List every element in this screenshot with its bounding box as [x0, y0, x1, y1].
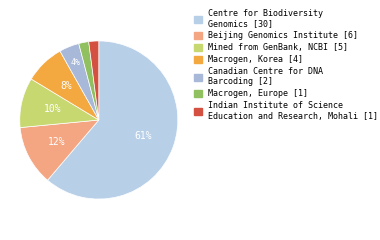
Text: 4%: 4% [71, 58, 81, 67]
Text: 12%: 12% [48, 137, 66, 147]
Wedge shape [89, 41, 99, 120]
Text: 10%: 10% [44, 104, 62, 114]
Wedge shape [48, 41, 178, 199]
Legend: Centre for Biodiversity
Genomics [30], Beijing Genomics Institute [6], Mined fro: Centre for Biodiversity Genomics [30], B… [194, 9, 378, 121]
Text: 61%: 61% [135, 131, 152, 141]
Wedge shape [20, 79, 99, 128]
Wedge shape [60, 43, 99, 120]
Wedge shape [20, 120, 99, 180]
Wedge shape [79, 42, 99, 120]
Wedge shape [31, 51, 99, 120]
Text: 8%: 8% [60, 81, 72, 91]
